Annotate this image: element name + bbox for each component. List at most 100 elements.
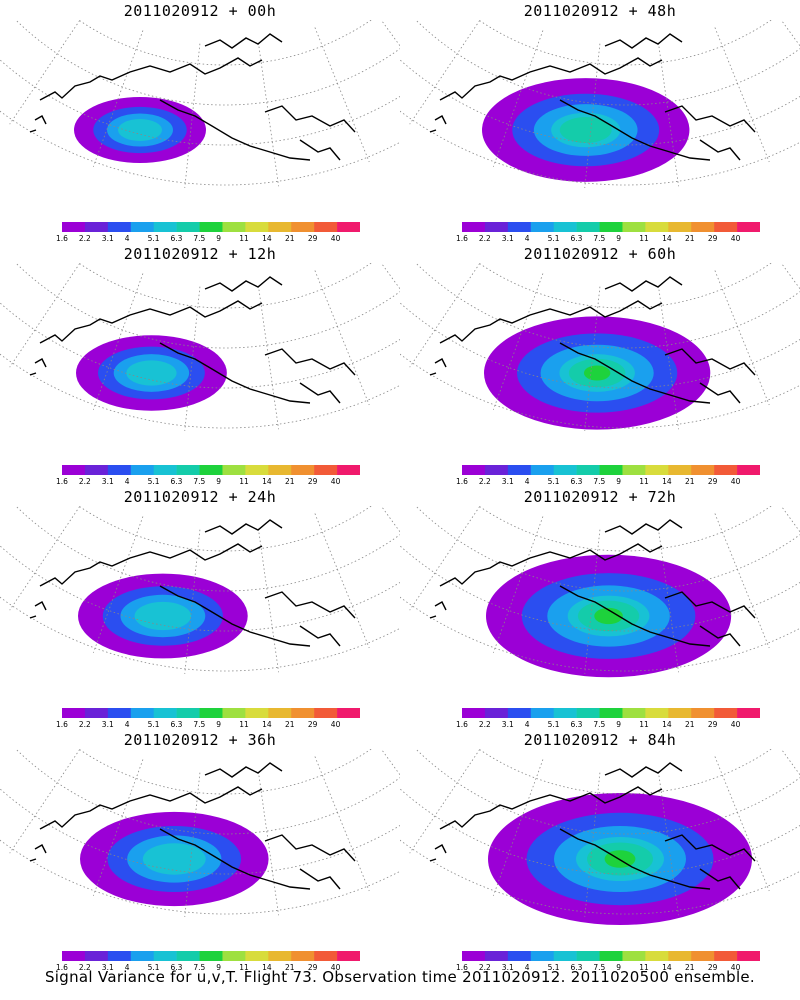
variance-contour-3 — [142, 843, 206, 875]
colorbar-label: 4 — [524, 234, 530, 243]
colorbar-label: 11 — [239, 234, 249, 243]
coastline — [429, 33, 756, 161]
colorbar-swatch — [484, 951, 509, 961]
colorbar-labels: 1.6 2.2 3.1 4 5.1 6.3 7.5 9 11 14 21 29 40 — [54, 720, 374, 732]
colorbar-swatch — [737, 951, 760, 961]
colorbar-label: 3.1 — [101, 234, 114, 243]
coastline — [29, 762, 356, 890]
colorbar-labels: 1.6 2.2 3.1 4 5.1 6.3 7.5 9 11 14 21 29 40 — [54, 234, 374, 246]
colorbar-swatch — [107, 708, 132, 718]
map-canvas — [400, 749, 800, 925]
panel-title: 2011020912 + 84h — [523, 731, 677, 749]
map-panel-48h: 2011020912 + 48h 1.6 2.2 3.1 4 5.1 6.3 7.5 9 11 14… — [400, 0, 800, 245]
colorbar-label: 4 — [524, 963, 530, 972]
colorbar-label: 4 — [124, 234, 130, 243]
colorbar-swatch — [691, 465, 715, 475]
colorbar-labels: 1.6 2.2 3.1 4 5.1 6.3 7.5 9 11 14 21 29 40 — [454, 477, 774, 489]
colorbar-swatch — [176, 222, 200, 232]
coastline — [29, 276, 356, 404]
colorbar-swatch — [599, 951, 623, 961]
colorbar — [462, 708, 760, 718]
colorbar-label: 6.3 — [570, 234, 583, 243]
colorbar-label: 1.6 — [56, 720, 68, 729]
colorbar-swatch — [714, 465, 738, 475]
colorbar-label: 5.1 — [547, 963, 560, 972]
colorbar-label: 6.3 — [570, 963, 583, 972]
colorbar-label: 6.3 — [170, 963, 183, 972]
colorbar-swatch — [62, 465, 86, 475]
colorbar-label: 5.1 — [547, 720, 560, 729]
colorbar-label: 21 — [685, 234, 695, 243]
colorbar-swatch — [553, 708, 577, 718]
variance-field — [482, 78, 690, 182]
colorbar-label: 5.1 — [547, 234, 560, 243]
colorbar-labels: 1.6 2.2 3.1 4 5.1 6.3 7.5 9 11 14 21 29 40 — [454, 720, 774, 732]
colorbar-swatch — [553, 465, 577, 475]
variance-field — [74, 97, 206, 163]
colorbar-swatch — [199, 951, 223, 961]
colorbar-labels: 1.6 2.2 3.1 4 5.1 6.3 7.5 9 11 14 21 29 40 — [454, 963, 774, 975]
colorbar-label: 3.1 — [101, 720, 114, 729]
colorbar-swatch — [622, 222, 646, 232]
colorbar-label: 29 — [707, 720, 718, 729]
colorbar-swatch — [268, 708, 292, 718]
colorbar-swatch — [576, 222, 600, 232]
colorbar-swatch — [507, 222, 532, 232]
map-canvas — [400, 263, 800, 431]
colorbar-swatch — [599, 222, 623, 232]
colorbar-swatch — [245, 465, 269, 475]
map-graticule — [0, 506, 400, 674]
colorbar-swatch — [599, 708, 623, 718]
colorbar-swatch — [268, 951, 292, 961]
colorbar-swatch — [176, 708, 200, 718]
colorbar-label: 2.2 — [478, 234, 491, 243]
colorbar-label: 7.5 — [193, 477, 206, 486]
map-canvas — [0, 749, 400, 917]
colorbar-swatch — [530, 465, 554, 475]
colorbar-swatch — [714, 222, 738, 232]
map-panel-36h: 2011020912 + 36h 1.6 2.2 3.1 4 5.1 6.3 7.5 9 11 14… — [0, 729, 400, 974]
panel-title: 2011020912 + 60h — [523, 245, 677, 263]
colorbar — [62, 465, 360, 475]
colorbar-swatch — [622, 951, 646, 961]
colorbar-label: 14 — [262, 234, 272, 243]
colorbar — [62, 951, 360, 961]
map-panel-72h: 2011020912 + 72h 1.6 2.2 3.1 4 5.1 6.3 7.5 9 11 14… — [400, 486, 800, 731]
colorbar-label: 6.3 — [570, 720, 583, 729]
colorbar-label: 9 — [216, 963, 222, 972]
colorbar-label: 5.1 — [147, 720, 160, 729]
variance-contour-3 — [118, 119, 162, 141]
colorbar-swatch — [462, 951, 486, 961]
colorbar-swatch — [291, 222, 315, 232]
map-canvas — [0, 506, 400, 674]
colorbar-swatch — [530, 708, 554, 718]
variance-contour-5 — [583, 365, 611, 381]
variance-contour-3 — [134, 601, 192, 631]
map-canvas — [400, 506, 800, 678]
colorbar-labels: 1.6 2.2 3.1 4 5.1 6.3 7.5 9 11 14 21 29 40 — [54, 477, 374, 489]
colorbar-label: 11 — [639, 963, 649, 972]
colorbar-swatch — [107, 222, 132, 232]
colorbar-swatch — [484, 708, 509, 718]
colorbar-swatch — [268, 222, 292, 232]
colorbar-swatch — [130, 708, 154, 718]
panel-title: 2011020912 + 36h — [123, 731, 277, 749]
coastline — [29, 519, 356, 647]
colorbar-swatch — [668, 951, 692, 961]
colorbar-label: 40 — [730, 963, 741, 972]
colorbar-label: 9 — [216, 477, 222, 486]
colorbar-label: 6.3 — [170, 720, 183, 729]
colorbar-label: 40 — [330, 234, 341, 243]
colorbar-label: 11 — [239, 720, 249, 729]
colorbar-label: 40 — [730, 477, 741, 486]
variance-field — [484, 316, 711, 430]
colorbar-swatch — [576, 951, 600, 961]
colorbar-label: 29 — [707, 477, 718, 486]
colorbar-swatch — [222, 708, 246, 718]
colorbar-swatch — [314, 222, 338, 232]
colorbar-label: 7.5 — [193, 234, 206, 243]
colorbar-swatch — [462, 222, 486, 232]
colorbar-swatch — [530, 951, 554, 961]
variance-contour-5 — [594, 607, 623, 625]
colorbar-swatch — [291, 708, 315, 718]
